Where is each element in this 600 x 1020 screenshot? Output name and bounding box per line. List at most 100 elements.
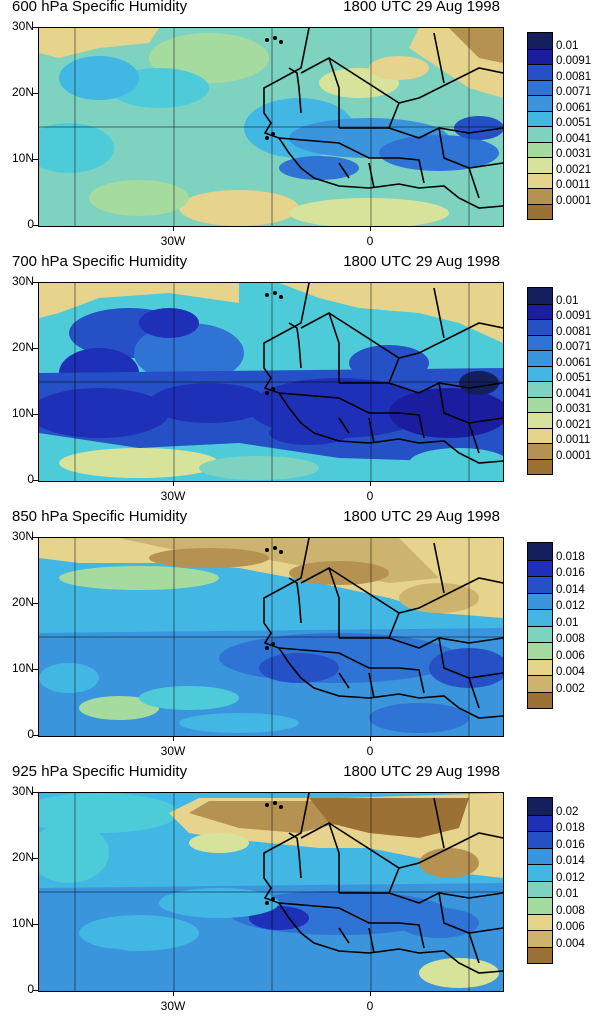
colorbar-label: 0.0021 bbox=[556, 418, 592, 431]
longitude-tick bbox=[173, 991, 174, 996]
coastline bbox=[263, 28, 503, 209]
latitude-label: 10N bbox=[11, 151, 34, 165]
latitude-tick bbox=[33, 858, 38, 859]
coastline-and-borders bbox=[263, 28, 503, 209]
colorbar-label: 0.0091 bbox=[556, 310, 592, 322]
colorbar-label: 0.0081 bbox=[556, 325, 592, 338]
humidity-contour bbox=[279, 283, 503, 343]
colorbar-label: 0.006 bbox=[556, 649, 585, 662]
humidity-contour bbox=[189, 801, 339, 833]
colorbar-swatch bbox=[528, 427, 552, 443]
humidity-contour bbox=[219, 633, 459, 683]
colorbar-label: 0.01 bbox=[556, 616, 579, 629]
humidity-contour bbox=[39, 388, 169, 438]
colorbar-label: 0.006 bbox=[556, 921, 585, 933]
colorbar-swatch bbox=[528, 592, 552, 609]
colorbar-label: 0.0041 bbox=[556, 132, 592, 145]
longitude-tick bbox=[370, 736, 371, 741]
humidity-map bbox=[38, 27, 504, 227]
colorbar-label: 0.002 bbox=[556, 682, 585, 695]
colorbar bbox=[527, 32, 553, 220]
humidity-contour bbox=[449, 28, 503, 63]
humidity-contour bbox=[79, 915, 199, 951]
colorbar-swatch bbox=[528, 350, 552, 366]
gridlines bbox=[39, 28, 503, 226]
map-panel: 600 hPa Specific Humidity 1800 UTC 29 Aug… bbox=[0, 0, 600, 255]
country-borders bbox=[278, 797, 503, 964]
colorbar-label: 0.018 bbox=[556, 822, 585, 834]
coastline-and-borders bbox=[263, 793, 503, 974]
latitude-tick bbox=[33, 348, 38, 349]
coastline bbox=[263, 793, 503, 974]
colorbar-label: 0.004 bbox=[556, 937, 585, 950]
colorbar-label: 0.0061 bbox=[556, 356, 592, 369]
panel-title: 600 hPa Specific Humidity bbox=[12, 0, 188, 15]
colorbar-label: 0.0001 bbox=[556, 194, 592, 207]
latitude-tick bbox=[33, 603, 38, 604]
colorbar bbox=[527, 797, 553, 964]
longitude-label: 30W bbox=[160, 234, 186, 248]
latitude-label: 10N bbox=[11, 916, 34, 930]
colorbar-swatch bbox=[528, 543, 552, 560]
humidity-contour bbox=[39, 823, 109, 883]
colorbar-label: 0.0031 bbox=[556, 403, 592, 415]
colorbar-label: 0.014 bbox=[556, 583, 585, 596]
humidity-contour bbox=[259, 653, 339, 683]
colorbar-swatch bbox=[528, 126, 552, 142]
colorbar-swatch bbox=[528, 157, 552, 173]
coastline-and-borders bbox=[263, 283, 503, 464]
latitude-tick bbox=[33, 93, 38, 94]
humidity-contour bbox=[454, 116, 503, 140]
colorbar-swatch bbox=[528, 141, 552, 157]
colorbar-label: 0.008 bbox=[556, 633, 585, 645]
longitude-label: 30W bbox=[160, 999, 186, 1013]
latitude-label: 0 bbox=[27, 472, 34, 486]
latitude-label: 20N bbox=[11, 595, 34, 609]
longitude-tick bbox=[173, 226, 174, 231]
latitude-tick bbox=[33, 735, 38, 736]
latitude-label: 10N bbox=[11, 406, 34, 420]
humidity-contour bbox=[279, 156, 359, 180]
latitude-tick bbox=[33, 27, 38, 28]
longitude-tick bbox=[370, 226, 371, 231]
latitude-tick bbox=[33, 924, 38, 925]
colorbar-label: 0.0071 bbox=[556, 86, 592, 98]
longitude-tick bbox=[370, 481, 371, 486]
colorbar-label: 0.0031 bbox=[556, 148, 592, 160]
colorbar-swatch bbox=[528, 365, 552, 381]
colorbar-label: 0.0001 bbox=[556, 449, 592, 462]
humidity-contour bbox=[179, 713, 299, 733]
humidity-contour bbox=[189, 833, 249, 853]
colorbar-swatch bbox=[528, 625, 552, 642]
longitude-label: 0 bbox=[366, 234, 374, 248]
colorbar-label: 0.0091 bbox=[556, 55, 592, 67]
humidity-map bbox=[38, 537, 504, 737]
humidity-contour bbox=[139, 308, 199, 338]
colorbar-swatch bbox=[528, 172, 552, 188]
colorbar-swatch bbox=[528, 609, 552, 626]
humidity-contour bbox=[289, 561, 389, 585]
colorbar-label: 0.0011 bbox=[556, 434, 591, 446]
panel-title: 850 hPa Specific Humidity bbox=[12, 508, 188, 525]
gridlines bbox=[39, 538, 503, 736]
humidity-contour bbox=[419, 848, 479, 878]
colorbar-label: 0.01 bbox=[556, 39, 579, 52]
humidity-contour bbox=[289, 198, 449, 226]
colorbar-swatch bbox=[528, 203, 552, 219]
longitude-label: 30W bbox=[160, 744, 186, 758]
latitude-tick bbox=[33, 282, 38, 283]
humidity-contour bbox=[39, 663, 99, 693]
humidity-contour bbox=[369, 56, 429, 80]
panel-timestamp: 1800 UTC 29 Aug 1998 bbox=[343, 763, 500, 780]
colorbar-swatch bbox=[528, 303, 552, 319]
latitude-tick bbox=[33, 159, 38, 160]
colorbar-swatch bbox=[528, 576, 552, 593]
colorbar-label: 0.012 bbox=[556, 600, 585, 612]
colorbar-swatch bbox=[528, 864, 552, 881]
colorbar-swatch bbox=[528, 798, 552, 815]
panel-timestamp: 1800 UTC 29 Aug 1998 bbox=[343, 0, 500, 15]
latitude-label: 20N bbox=[11, 85, 34, 99]
colorbar-swatch bbox=[528, 814, 552, 831]
colorbar-swatch bbox=[528, 913, 552, 930]
colorbar-label: 0.0051 bbox=[556, 372, 592, 384]
